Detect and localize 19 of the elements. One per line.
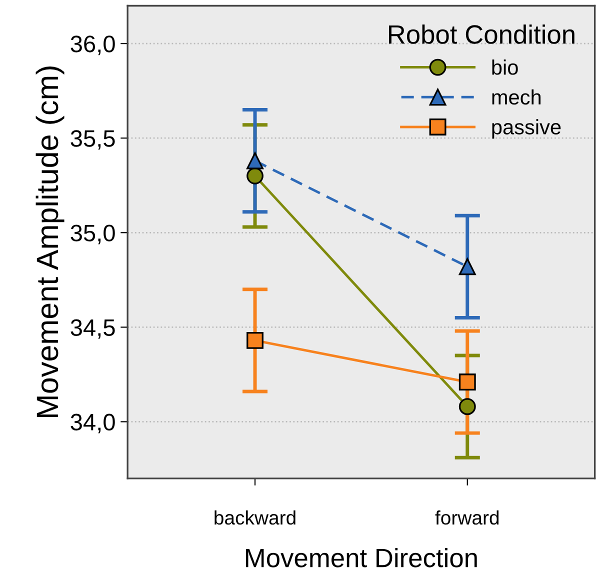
y-tick-label: 35,0: [70, 224, 115, 244]
y-tick-label: 35,5: [70, 130, 115, 150]
legend-label: mech: [492, 89, 541, 105]
x-tick-label: forward: [435, 510, 499, 525]
point: [458, 258, 476, 276]
x-axis-title: Movement Direction: [246, 548, 477, 568]
legend-label: passive: [492, 119, 561, 139]
y-axis-title: Movement Amplitude (cm): [36, 66, 64, 418]
legend-title: Robot Condition: [388, 24, 574, 44]
legend-label: bio: [492, 59, 518, 75]
point: [246, 332, 264, 349]
point: [458, 374, 476, 390]
y-tick-label: 34,5: [70, 319, 115, 339]
point: [458, 398, 476, 416]
x-tick-label: backward: [214, 510, 296, 525]
y-tick-label: 34,0: [70, 414, 115, 434]
point: [246, 167, 264, 184]
y-tick-label: 36,0: [70, 36, 115, 56]
point: [246, 152, 264, 170]
